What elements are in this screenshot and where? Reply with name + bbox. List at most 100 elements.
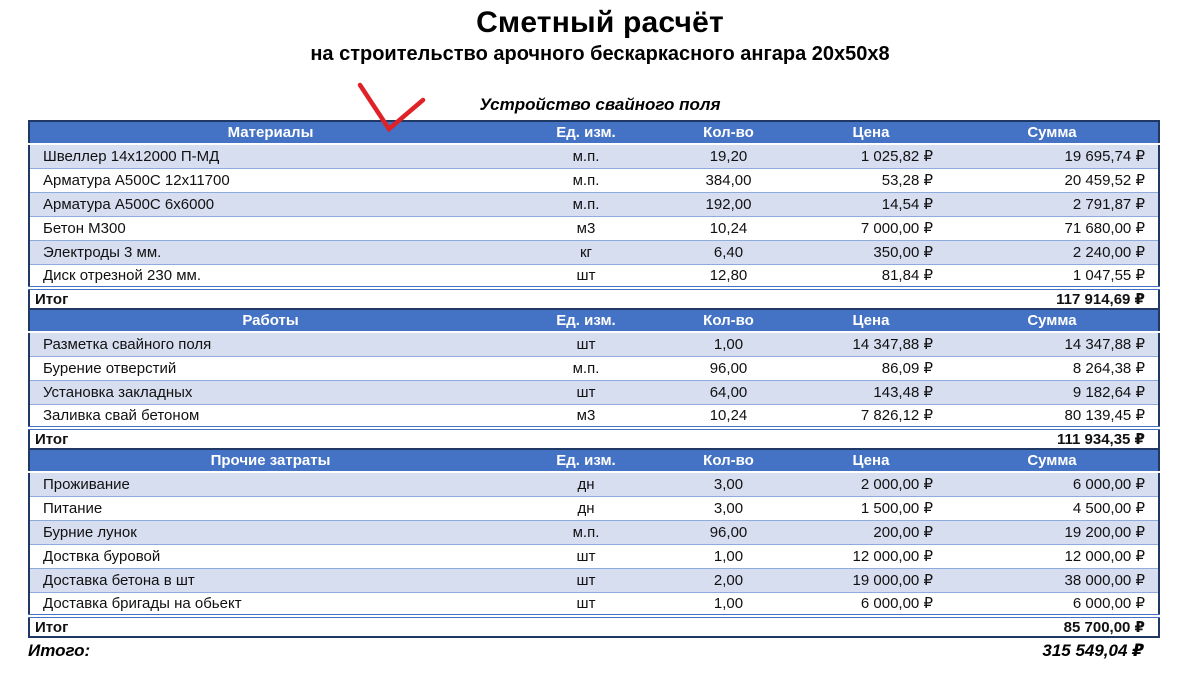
item-price: 1 025,82 ₽ xyxy=(796,144,946,169)
estimate-table: Материалы Ед. изм. Кол-во Цена Сумма Шве… xyxy=(28,120,1160,638)
col-header-qty: Кол-во xyxy=(661,308,796,333)
item-sum: 6 000,00 ₽ xyxy=(946,472,1159,497)
item-name: Разметка свайного поля xyxy=(29,332,511,357)
item-price: 14 347,88 ₽ xyxy=(796,332,946,357)
item-unit: м.п. xyxy=(511,168,661,193)
page-subtitle: на строительство арочного бескаркасного … xyxy=(310,43,890,65)
item-sum: 1 047,55 ₽ xyxy=(946,264,1159,289)
item-sum: 8 264,38 ₽ xyxy=(946,356,1159,381)
col-header-unit: Ед. изм. xyxy=(511,448,661,473)
table-row: Разметка свайного поля шт 1,00 14 347,88… xyxy=(29,332,1159,357)
section-header-other-costs: Прочие затраты Ед. изм. Кол-во Цена Сумм… xyxy=(29,448,1159,473)
item-name: Доствка буровой xyxy=(29,544,511,569)
table-row: Проживание дн 3,00 2 000,00 ₽ 6 000,00 ₽ xyxy=(29,472,1159,497)
item-sum: 19 200,00 ₽ xyxy=(946,520,1159,545)
section-total-value: 85 700,00 ₽ xyxy=(946,614,1159,637)
item-unit: кг xyxy=(511,240,661,265)
item-name: Питание xyxy=(29,496,511,521)
table-row: Швеллер 14х12000 П-МД м.п. 19,20 1 025,8… xyxy=(29,144,1159,169)
table-row: Бурние лунок м.п. 96,00 200,00 ₽ 19 200,… xyxy=(29,520,1159,545)
item-price: 143,48 ₽ xyxy=(796,380,946,405)
item-price: 19 000,00 ₽ xyxy=(796,568,946,593)
item-qty: 3,00 xyxy=(661,496,796,521)
col-header-price: Цена xyxy=(796,308,946,333)
item-sum: 6 000,00 ₽ xyxy=(946,592,1159,617)
checkmark-arrow-icon xyxy=(357,82,426,133)
section-title: Прочие затраты xyxy=(29,448,511,473)
estimate-document: Сметный расчёт на строительство арочного… xyxy=(0,6,1200,700)
item-price: 7 826,12 ₽ xyxy=(796,404,946,429)
item-qty: 1,00 xyxy=(661,592,796,617)
item-price: 7 000,00 ₽ xyxy=(796,216,946,241)
item-qty: 12,80 xyxy=(661,264,796,289)
item-name: Диск отрезной 230 мм. xyxy=(29,264,511,289)
col-header-qty: Кол-во xyxy=(661,120,796,145)
item-price: 86,09 ₽ xyxy=(796,356,946,381)
item-name: Бурние лунок xyxy=(29,520,511,545)
item-qty: 64,00 xyxy=(661,380,796,405)
item-qty: 96,00 xyxy=(661,520,796,545)
section-total-label: Итог xyxy=(29,426,946,449)
section-title: Работы xyxy=(29,308,511,333)
item-name: Заливка свай бетоном xyxy=(29,404,511,429)
item-unit: шт xyxy=(511,380,661,405)
table-row: Доствка буровой шт 1,00 12 000,00 ₽ 12 0… xyxy=(29,544,1159,569)
section-total-value: 111 934,35 ₽ xyxy=(946,426,1159,449)
item-name: Арматура А500С 6х6000 xyxy=(29,192,511,217)
table-row: Электроды 3 мм. кг 6,40 350,00 ₽ 2 240,0… xyxy=(29,240,1159,265)
section-total-value: 117 914,69 ₽ xyxy=(946,286,1159,309)
section-caption: Устройство свайного поля xyxy=(479,95,721,114)
item-unit: шт xyxy=(511,592,661,617)
item-sum: 20 459,52 ₽ xyxy=(946,168,1159,193)
section-title: Материалы xyxy=(29,120,511,145)
table-row: Доставка бетона в шт шт 2,00 19 000,00 ₽… xyxy=(29,568,1159,593)
item-sum: 9 182,64 ₽ xyxy=(946,380,1159,405)
item-name: Бурение отверстий xyxy=(29,356,511,381)
item-unit: шт xyxy=(511,332,661,357)
col-header-sum: Сумма xyxy=(946,448,1159,473)
section-header-works: Работы Ед. изм. Кол-во Цена Сумма xyxy=(29,308,1159,333)
item-unit: дн xyxy=(511,472,661,497)
item-qty: 19,20 xyxy=(661,144,796,169)
item-sum: 2 791,87 ₽ xyxy=(946,192,1159,217)
item-sum: 4 500,00 ₽ xyxy=(946,496,1159,521)
table-row: Бурение отверстий м.п. 96,00 86,09 ₽ 8 2… xyxy=(29,356,1159,381)
item-unit: шт xyxy=(511,264,661,289)
item-unit: дн xyxy=(511,496,661,521)
col-header-qty: Кол-во xyxy=(661,448,796,473)
page-title: Сметный расчёт xyxy=(476,6,724,39)
table-row: Бетон М300 м3 10,24 7 000,00 ₽ 71 680,00… xyxy=(29,216,1159,241)
item-unit: м3 xyxy=(511,216,661,241)
col-header-price: Цена xyxy=(796,120,946,145)
item-name: Установка закладных xyxy=(29,380,511,405)
item-qty: 1,00 xyxy=(661,332,796,357)
item-name: Доставка бригады на обьект xyxy=(29,592,511,617)
item-price: 200,00 ₽ xyxy=(796,520,946,545)
item-unit: м.п. xyxy=(511,192,661,217)
section-total-label: Итог xyxy=(29,614,946,637)
item-sum: 19 695,74 ₽ xyxy=(946,144,1159,169)
item-name: Электроды 3 мм. xyxy=(29,240,511,265)
item-qty: 192,00 xyxy=(661,192,796,217)
item-name: Бетон М300 xyxy=(29,216,511,241)
item-unit: шт xyxy=(511,568,661,593)
item-sum: 80 139,45 ₽ xyxy=(946,404,1159,429)
item-price: 350,00 ₽ xyxy=(796,240,946,265)
table-row: Арматура А500С 6х6000 м.п. 192,00 14,54 … xyxy=(29,192,1159,217)
table-row: Установка закладных шт 64,00 143,48 ₽ 9 … xyxy=(29,380,1159,405)
section-total-row: Итог 85 700,00 ₽ xyxy=(29,614,1159,637)
item-price: 14,54 ₽ xyxy=(796,192,946,217)
section-header-materials: Материалы Ед. изм. Кол-во Цена Сумма xyxy=(29,120,1159,145)
item-unit: м3 xyxy=(511,404,661,429)
item-name: Доставка бетона в шт xyxy=(29,568,511,593)
item-qty: 384,00 xyxy=(661,168,796,193)
item-sum: 2 240,00 ₽ xyxy=(946,240,1159,265)
col-header-sum: Сумма xyxy=(946,120,1159,145)
item-price: 6 000,00 ₽ xyxy=(796,592,946,617)
item-sum: 38 000,00 ₽ xyxy=(946,568,1159,593)
item-sum: 12 000,00 ₽ xyxy=(946,544,1159,569)
section-total-row: Итог 111 934,35 ₽ xyxy=(29,426,1159,449)
item-qty: 3,00 xyxy=(661,472,796,497)
item-price: 2 000,00 ₽ xyxy=(796,472,946,497)
item-sum: 14 347,88 ₽ xyxy=(946,332,1159,357)
